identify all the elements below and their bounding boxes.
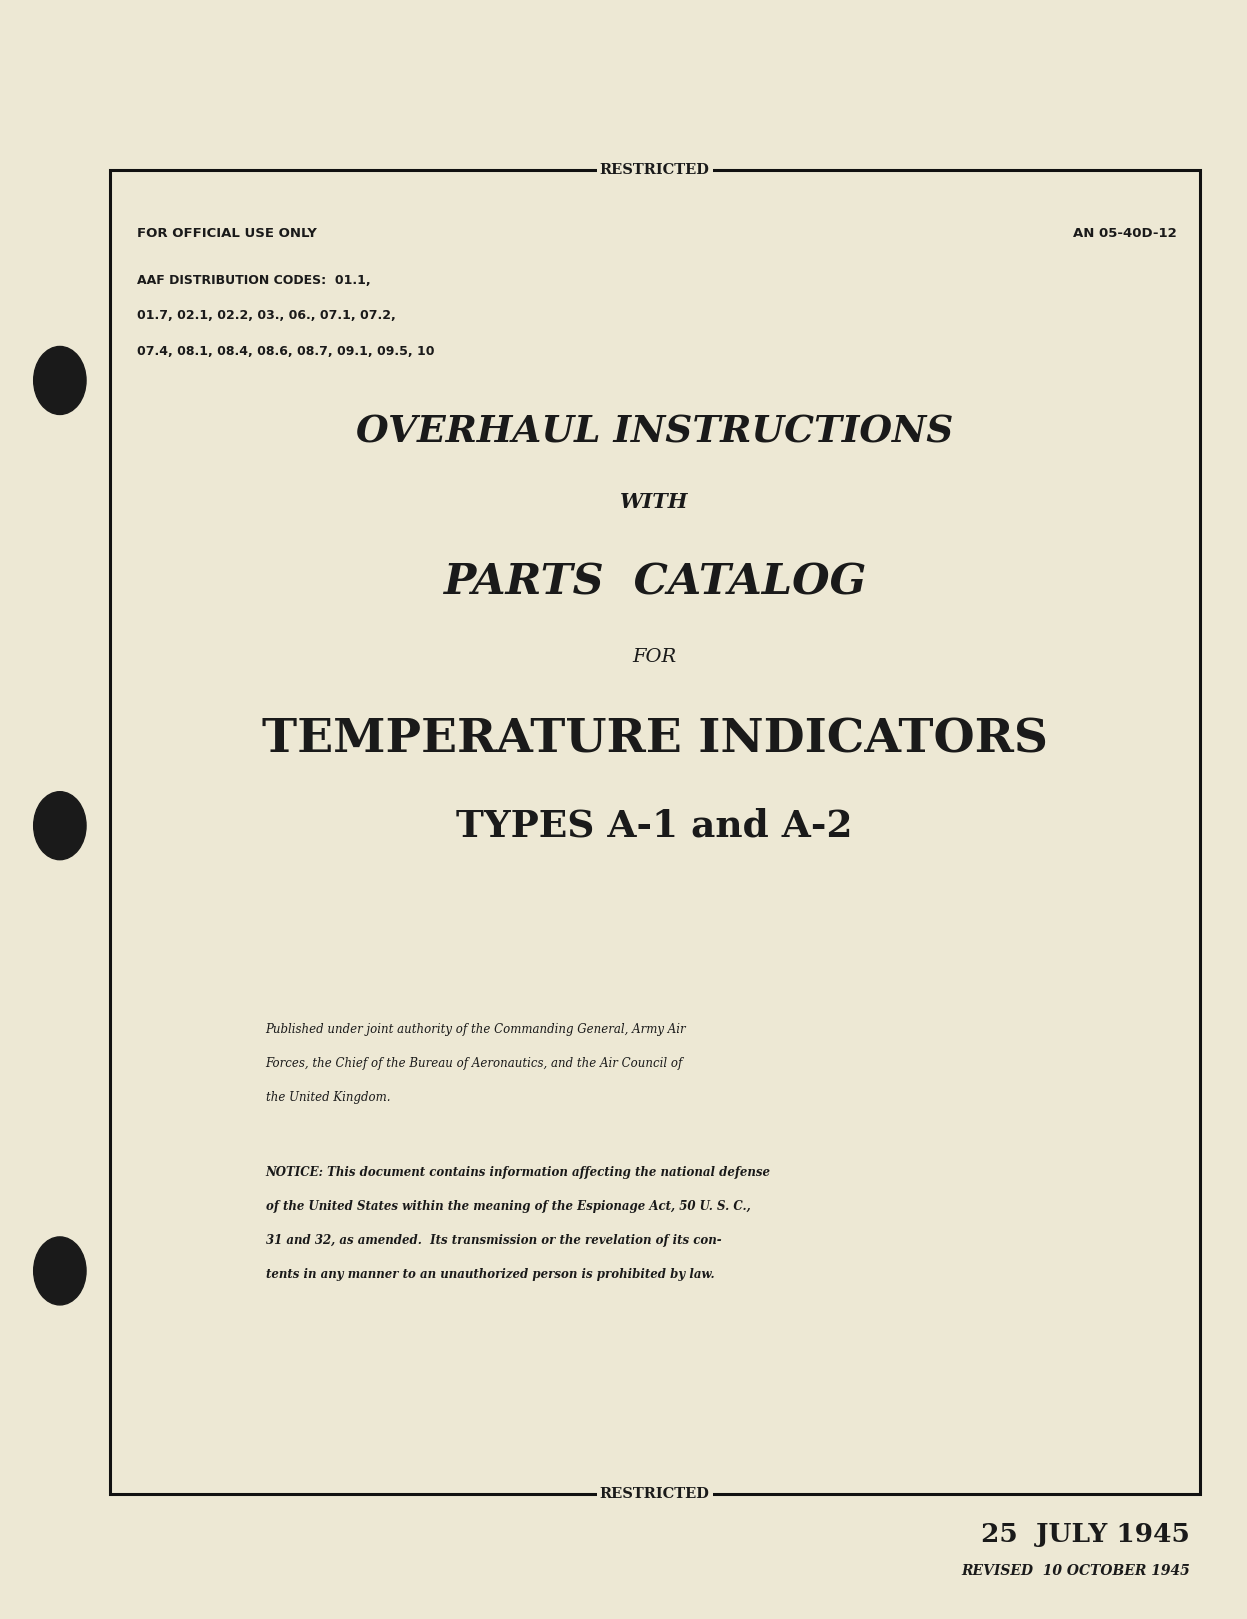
Text: OVERHAUL INSTRUCTIONS: OVERHAUL INSTRUCTIONS xyxy=(355,414,954,450)
Text: TEMPERATURE INDICATORS: TEMPERATURE INDICATORS xyxy=(262,717,1047,763)
Text: the United Kingdom.: the United Kingdom. xyxy=(266,1091,390,1104)
Text: REVISED  10 OCTOBER 1945: REVISED 10 OCTOBER 1945 xyxy=(961,1564,1190,1579)
Text: PARTS  CATALOG: PARTS CATALOG xyxy=(443,562,867,604)
Text: 31 and 32, as amended.  Its transmission or the revelation of its con-: 31 and 32, as amended. Its transmission … xyxy=(266,1234,721,1247)
Circle shape xyxy=(34,346,86,414)
Bar xyxy=(110,170,1200,1494)
Text: 25  JULY 1945: 25 JULY 1945 xyxy=(980,1522,1190,1546)
Text: tents in any manner to an unauthorized person is prohibited by law.: tents in any manner to an unauthorized p… xyxy=(266,1268,715,1281)
Text: NOTICE: This document contains information affecting the national defense: NOTICE: This document contains informati… xyxy=(266,1166,771,1179)
Text: WITH: WITH xyxy=(621,492,688,512)
Text: FOR: FOR xyxy=(632,648,677,667)
Text: of the United States within the meaning of the Espionage Act, 50 U. S. C.,: of the United States within the meaning … xyxy=(266,1200,751,1213)
Circle shape xyxy=(34,1237,86,1305)
Circle shape xyxy=(34,792,86,860)
Text: FOR OFFICIAL USE ONLY: FOR OFFICIAL USE ONLY xyxy=(137,227,317,240)
Text: 01.7, 02.1, 02.2, 03., 06., 07.1, 07.2,: 01.7, 02.1, 02.2, 03., 06., 07.1, 07.2, xyxy=(137,309,395,322)
Text: 07.4, 08.1, 08.4, 08.6, 08.7, 09.1, 09.5, 10: 07.4, 08.1, 08.4, 08.6, 08.7, 09.1, 09.5… xyxy=(137,345,435,358)
Text: RESTRICTED: RESTRICTED xyxy=(600,1488,710,1501)
Text: TYPES A-1 and A-2: TYPES A-1 and A-2 xyxy=(456,808,853,843)
Text: RESTRICTED: RESTRICTED xyxy=(600,164,710,176)
Text: AN 05-40D-12: AN 05-40D-12 xyxy=(1074,227,1177,240)
Text: Published under joint authority of the Commanding General, Army Air: Published under joint authority of the C… xyxy=(266,1023,686,1036)
Text: AAF DISTRIBUTION CODES:  01.1,: AAF DISTRIBUTION CODES: 01.1, xyxy=(137,274,370,287)
Text: Forces, the Chief of the Bureau of Aeronautics, and the Air Council of: Forces, the Chief of the Bureau of Aeron… xyxy=(266,1057,683,1070)
